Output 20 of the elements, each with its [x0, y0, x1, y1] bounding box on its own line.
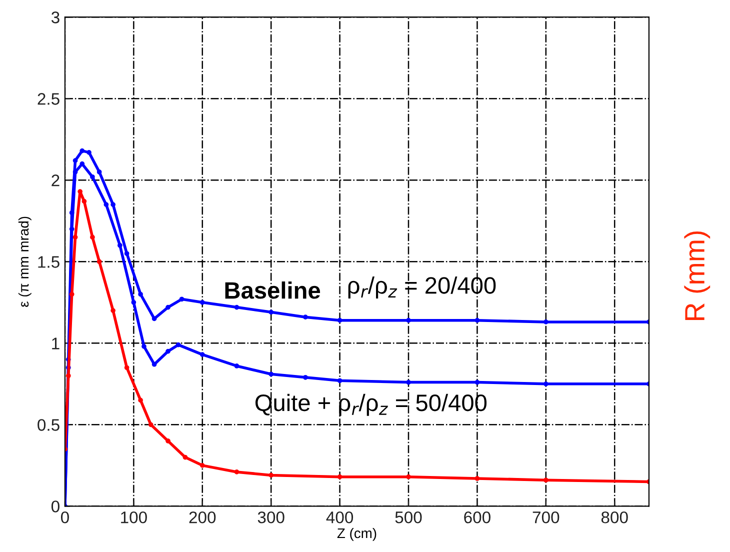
x-tick-label: 800 [601, 511, 628, 524]
y-tick-label: 2.5 [38, 93, 60, 105]
y-tick-label: 2 [52, 174, 60, 186]
y2-axis-title: R (mm) [684, 231, 710, 320]
y-tick-label: 0 [51, 500, 60, 512]
y-axis-title: ε (π mm mrad) [18, 216, 32, 307]
x-tick-label: 100 [121, 511, 147, 524]
x-tick-label: 500 [395, 511, 422, 524]
x-tick-label: 400 [326, 511, 354, 524]
x-tick-label: 200 [189, 511, 216, 524]
annotation: Baseline [225, 281, 320, 299]
x-tick-label: 600 [464, 511, 490, 524]
y-tick-label: 3 [51, 12, 60, 24]
y-tick-label: 1.5 [38, 256, 60, 268]
y-tick-label: 0.5 [38, 419, 60, 431]
x-axis-title: Z (cm) [337, 528, 376, 541]
x-tick-label: 0 [60, 511, 69, 524]
x-tick-label: 300 [258, 511, 284, 524]
x-tick-label: 700 [532, 511, 560, 524]
y-tick-label: 1 [52, 338, 60, 350]
